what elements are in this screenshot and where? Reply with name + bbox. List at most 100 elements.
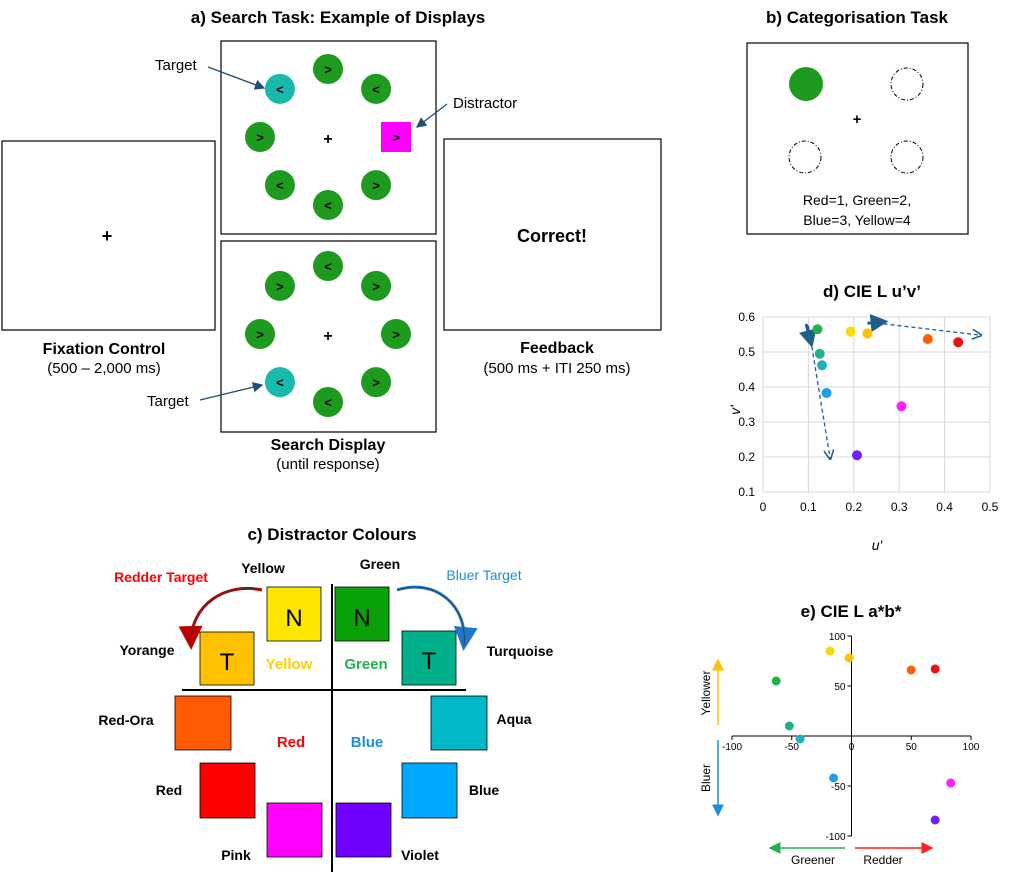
- chart-d-xlabel: u': [872, 537, 884, 553]
- panel-b-title: b) Categorisation Task: [766, 8, 949, 27]
- quadrant-label-red: Red: [277, 734, 305, 751]
- chart-d-ticks: 0 0.1 0.2 0.3 0.4 0.5 0.1 0.2 0.3 0.4 0.5 0.6: [738, 310, 998, 514]
- nontarget-circle: [313, 251, 343, 281]
- chart-d-ytick: 0.2: [738, 450, 755, 464]
- square-green: [334, 586, 390, 642]
- chart-d-title: d) CIE L u’v’: [823, 282, 921, 301]
- chart-e-ytick: 50: [834, 682, 846, 693]
- chart-d-ytick: 0.3: [738, 415, 755, 429]
- chart-d-point: [922, 334, 933, 345]
- chart-d-point: [812, 324, 823, 335]
- panel-a: a) Search Task: Example of Displays + Fi…: [1, 8, 662, 473]
- nontarget-circle: [381, 319, 411, 349]
- categorisation-stimulus: [789, 67, 823, 101]
- label-turquoise: Turquoise: [487, 643, 554, 659]
- chart-e-point: [784, 721, 794, 731]
- nontarget-circle: [264, 270, 295, 301]
- placeholder-circle-tr: [890, 67, 924, 101]
- label-blue: Blue: [469, 782, 500, 798]
- target-circle: [264, 73, 295, 104]
- chart-e-greener-label: Greener: [791, 853, 835, 867]
- chart-d-xtick: 0.2: [845, 500, 862, 514]
- search-timing: (until response): [276, 456, 379, 473]
- chart-d-xtick: 0.4: [936, 500, 953, 514]
- chart-e-point: [946, 778, 956, 788]
- label-aqua: Aqua: [497, 711, 532, 727]
- square-yellow: [266, 586, 322, 642]
- target-label-top: Target: [155, 57, 198, 74]
- fixation-box: [1, 140, 216, 331]
- chart-e-yellower-label: Yellower: [699, 671, 713, 716]
- chart-d-ytick: 0.6: [738, 310, 755, 324]
- chart-d-xtick: 0.3: [891, 500, 908, 514]
- chart-e-point: [771, 676, 781, 686]
- chart-d-point: [814, 348, 825, 359]
- label-pink: Pink: [221, 847, 251, 863]
- circle-symbol: <: [276, 82, 284, 97]
- circle-symbol: >: [372, 375, 380, 390]
- chart-d-dashed-arrow-down: [807, 325, 830, 459]
- nontarget-circle: [313, 387, 343, 417]
- categorisation-caption-2: Blue=3, Yellow=4: [803, 212, 911, 228]
- nontarget-circle: [245, 122, 275, 152]
- square-blue: [401, 762, 458, 819]
- label-red-ora: Red-Ora: [98, 712, 153, 728]
- circle-symbol: >: [372, 279, 380, 294]
- placeholder-circle-br: [890, 140, 924, 174]
- chart-e-xtick: -50: [785, 742, 800, 753]
- quadrant-label-blue: Blue: [351, 734, 384, 751]
- fixation-cross: +: [102, 226, 113, 246]
- chart-d-xtick: 0.5: [982, 500, 999, 514]
- nontarget-circle: [313, 190, 343, 220]
- panel-c-title: c) Distractor Colours: [247, 525, 416, 544]
- chart-d-point: [953, 337, 964, 348]
- square-turquoise: [401, 630, 457, 686]
- quadrant-label-yellow: Yellow: [266, 656, 313, 673]
- categorisation-caption-1: Red=1, Green=2,: [803, 192, 911, 208]
- circle-symbol: <: [276, 375, 284, 390]
- chart-d-ytick: 0.5: [738, 345, 755, 359]
- chart-d-point: [896, 401, 907, 412]
- chart-e-xtick: 50: [906, 742, 918, 753]
- circle-symbol: >: [372, 178, 380, 193]
- chart-e-redder-label: Redder: [863, 853, 902, 867]
- label-yorange: Yorange: [120, 642, 175, 658]
- chart-cie-lab: e) CIE L a*b* -100 -50 0 50 100 100 50 -50-100 …: [699, 602, 980, 867]
- distractor-square-symbol: >: [392, 130, 400, 145]
- chart-e-ytick: -100: [825, 832, 845, 843]
- label-green: Green: [360, 556, 400, 572]
- circle-symbol: >: [324, 62, 332, 77]
- chart-e-point: [844, 653, 854, 663]
- chart-d-point: [851, 450, 862, 461]
- label-redder-target: Redder Target: [114, 569, 208, 585]
- label-violet: Violet: [401, 847, 439, 863]
- circle-symbol: >: [276, 279, 284, 294]
- feedback-caption: Feedback: [520, 340, 594, 357]
- circle-symbol: >: [392, 327, 400, 342]
- chart-e-point: [906, 665, 916, 675]
- circle-symbol: <: [324, 198, 332, 213]
- search-caption: Search Display: [271, 437, 386, 454]
- chart-e-point: [930, 664, 940, 674]
- chart-d-ytick: 0.4: [738, 380, 755, 394]
- nontarget-circle: [361, 270, 392, 301]
- chart-d-point: [845, 326, 856, 337]
- chart-d-arrows: [799, 314, 981, 459]
- label-red: Red: [156, 782, 182, 798]
- square-violet: [335, 802, 392, 858]
- nontarget-circle: [361, 170, 392, 201]
- chart-d-point: [817, 360, 828, 371]
- square-yorange: [199, 631, 255, 686]
- square-pink: [266, 802, 323, 858]
- search-display-bottom-cross: +: [323, 328, 332, 345]
- square-aqua: [430, 695, 488, 751]
- panel-a-title: a) Search Task: Example of Displays: [191, 8, 485, 27]
- nontarget-circle: [361, 367, 392, 398]
- chart-e-point: [825, 646, 835, 656]
- distractor-arrow: [415, 103, 448, 128]
- chart-e-title: e) CIE L a*b*: [801, 602, 902, 621]
- distractor-label: Distractor: [453, 95, 517, 112]
- feedback-timing: (500 ms + ITI 250 ms): [483, 360, 630, 377]
- square-turquoise-letter: T: [422, 648, 437, 675]
